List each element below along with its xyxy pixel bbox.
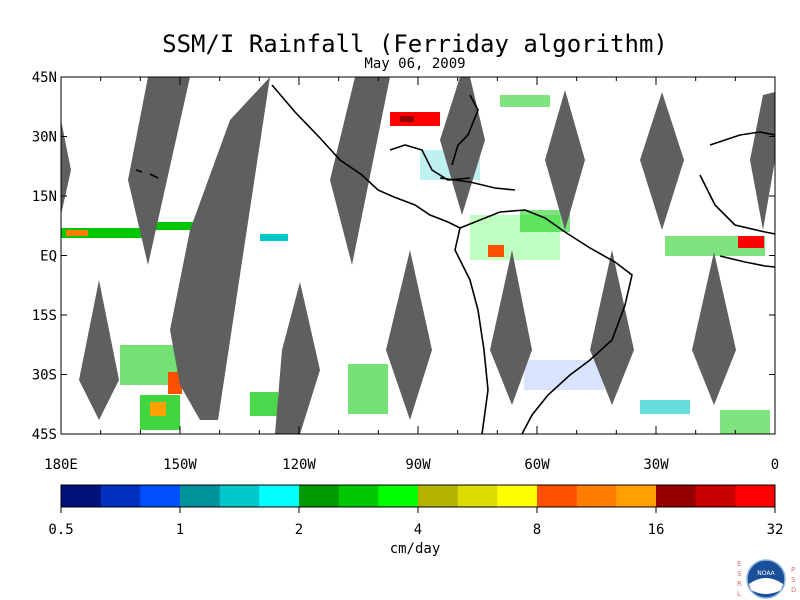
lon-label: 150W (163, 457, 197, 473)
logo-letter: P (791, 566, 795, 574)
colorbar-label: 32 (767, 522, 784, 538)
logo-letter: S (791, 576, 796, 584)
colorbar-label: 2 (295, 522, 303, 538)
lon-label: 30W (643, 457, 669, 473)
lon-label: 0 (771, 457, 779, 473)
coastlines (135, 84, 775, 434)
colorbar-swatch (259, 485, 300, 507)
noaa-badge-text: NOAA (757, 570, 775, 577)
lon-label: 180E (44, 457, 78, 473)
colorbar-swatch (537, 485, 578, 507)
lat-label: 15S (32, 308, 57, 324)
colorbar-label: 8 (533, 522, 541, 538)
colorbar (60, 484, 776, 508)
colorbar-swatch (457, 485, 498, 507)
colorbar-swatch (61, 485, 102, 507)
lat-label: 30N (32, 130, 57, 146)
logo-letter: S (737, 570, 742, 578)
lat-label: 30S (32, 368, 57, 384)
lat-label: 45N (32, 70, 57, 86)
latitude-axis: 45N 30N 15N EQ 15S 30S 45S (32, 70, 775, 443)
logo-letter: E (737, 560, 741, 568)
lat-label: 45S (32, 427, 57, 443)
colorbar-swatch (100, 485, 141, 507)
colorbar-swatch (140, 485, 181, 507)
lon-label: 120W (282, 457, 316, 473)
colorbar-label: 4 (414, 522, 422, 538)
satellite-swath-gaps (61, 77, 775, 434)
colorbar-swatch (338, 485, 379, 507)
colorbar-swatch (695, 485, 736, 507)
colorbar-swatch (378, 485, 419, 507)
lon-label: 60W (524, 457, 550, 473)
logo-letter: D (791, 586, 796, 594)
colorbar-swatch (299, 485, 340, 507)
colorbar-label: 16 (648, 522, 665, 538)
lat-label: EQ (40, 249, 57, 265)
colorbar-swatch (418, 485, 459, 507)
noaa-esrl-psd-logo: E S R L P S D NOAA (737, 559, 796, 599)
colorbar-tick-labels: 0.5 1 2 4 8 16 32 (48, 507, 783, 538)
lat-label: 15N (32, 189, 57, 205)
colorbar-swatch (219, 485, 260, 507)
colorbar-swatch (497, 485, 538, 507)
map-title: SSM/I Rainfall (Ferriday algorithm) (162, 30, 668, 58)
colorbar-units: cm/day (389, 541, 441, 557)
logo-letter: L (737, 590, 741, 598)
lon-label: 90W (405, 457, 431, 473)
colorbar-label: 0.5 (48, 522, 73, 538)
longitude-axis: 180E 150W 120W 90W 60W 30W 0 (44, 77, 779, 473)
colorbar-swatch (735, 485, 776, 507)
colorbar-swatch (656, 485, 697, 507)
colorbar-swatch (180, 485, 221, 507)
colorbar-label: 1 (176, 522, 184, 538)
map-date: May 06, 2009 (364, 56, 466, 72)
colorbar-swatch (616, 485, 657, 507)
colorbar-swatch (576, 485, 617, 507)
logo-letter: R (737, 580, 742, 588)
